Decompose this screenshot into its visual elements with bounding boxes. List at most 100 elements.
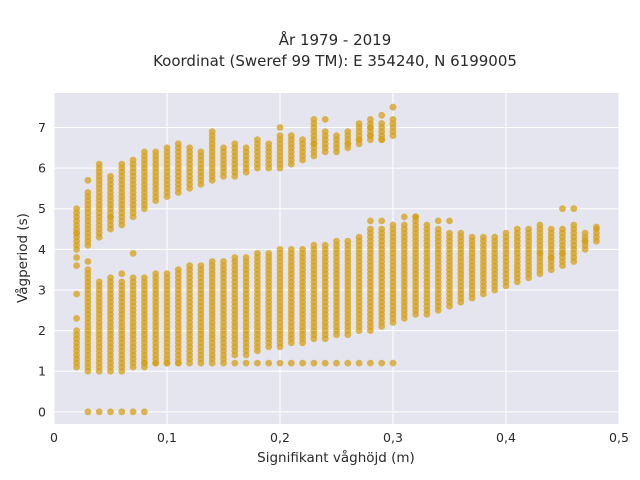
- lower-band-point: [355, 233, 363, 241]
- period-1.2-point: [265, 359, 273, 367]
- upper-band-point: [344, 128, 352, 136]
- upper-band-point: [141, 148, 148, 156]
- upper-band-point: [299, 136, 306, 144]
- lower-band-point: [502, 229, 510, 237]
- outlier-point: [581, 237, 589, 245]
- upper-band-point: [107, 172, 114, 180]
- outlier-point: [73, 262, 80, 269]
- upper-band-point: [333, 132, 340, 140]
- lower-band-point: [321, 241, 329, 249]
- upper-band-point: [186, 144, 194, 152]
- upper-band-point: [174, 140, 182, 148]
- lower-band-point: [581, 229, 589, 237]
- y-tick-label: 3: [38, 282, 46, 297]
- period-1.2-point: [174, 359, 182, 367]
- lower-band-point: [559, 225, 566, 233]
- lower-band-point: [570, 221, 578, 229]
- lower-band-point: [310, 241, 318, 249]
- lower-band-point: [287, 246, 295, 253]
- x-tick-label: 0,3: [383, 430, 403, 445]
- data-points: [73, 103, 600, 416]
- upper-band-point: [73, 205, 80, 213]
- lower-band-point: [107, 274, 114, 282]
- period-1.2-point: [333, 359, 340, 367]
- upper-band-point: [197, 148, 205, 156]
- lower-band-point: [242, 254, 250, 261]
- zero-period-point: [129, 408, 137, 416]
- lower-band-point: [129, 274, 137, 282]
- outlier-point: [389, 103, 397, 111]
- upper-band-point: [242, 144, 250, 152]
- lower-band-point: [423, 221, 431, 229]
- period-1.2-point: [254, 359, 261, 367]
- x-tick-label: 0,2: [270, 430, 290, 445]
- period-1.2-point: [378, 359, 386, 367]
- x-tick-label: 0: [50, 430, 58, 445]
- lower-band-point: [208, 258, 216, 265]
- lower-band-point: [141, 274, 148, 282]
- outlier-point: [367, 124, 374, 131]
- outlier-point: [208, 128, 216, 136]
- upper-band-point: [276, 132, 284, 140]
- outlier-point: [118, 221, 126, 229]
- outlier-point: [107, 213, 114, 221]
- upper-band-point: [84, 189, 92, 196]
- upper-band-point: [355, 120, 363, 127]
- upper-band-point: [367, 116, 374, 123]
- period-1.2-point: [163, 359, 171, 367]
- period-1.2-point: [276, 359, 284, 367]
- lower-band-point: [276, 246, 284, 253]
- period-1.2-point: [355, 359, 363, 367]
- upper-band-point: [389, 116, 397, 123]
- x-axis-title: Signifikant våghöjd (m): [257, 449, 415, 466]
- period-1.2-point: [152, 359, 160, 367]
- y-tick-label: 1: [38, 364, 46, 379]
- chart-title-line-2: Koordinat (Sweref 99 TM): E 354240, N 61…: [153, 52, 517, 70]
- zero-period-point: [84, 408, 92, 416]
- lower-band-point: [389, 221, 397, 229]
- lower-band-point: [333, 237, 340, 245]
- outlier-point: [412, 213, 419, 221]
- upper-band-point: [321, 128, 329, 136]
- upper-band-point: [287, 132, 295, 140]
- lower-band-point: [152, 270, 160, 278]
- period-1.2-point: [197, 359, 205, 367]
- lower-band-point: [468, 233, 476, 241]
- lower-band-point: [491, 233, 499, 241]
- outlier-point: [536, 250, 544, 257]
- upper-band-point: [378, 120, 386, 127]
- lower-band-point: [480, 233, 487, 241]
- outlier-point: [378, 136, 386, 144]
- outlier-point: [400, 213, 408, 221]
- upper-band-point: [95, 160, 103, 168]
- upper-band-point: [265, 140, 273, 148]
- outlier-point: [378, 217, 386, 225]
- outlier-point: [570, 205, 578, 213]
- x-axis-ticks: 0 0,1 0,2 0,3 0,4 0,5: [50, 430, 629, 445]
- outlier-point: [276, 124, 284, 131]
- upper-band-point: [220, 144, 227, 152]
- upper-band-point: [118, 160, 126, 168]
- outlier-point: [446, 217, 453, 225]
- lower-band-point: [525, 225, 532, 233]
- upper-band-point: [231, 140, 239, 148]
- lower-band-point: [378, 225, 386, 233]
- y-axis-ticks: 0 1 2 3 4 5 6 7: [38, 120, 46, 419]
- lower-band-point: [174, 266, 182, 274]
- zero-period-point: [95, 408, 103, 416]
- outlier-point: [73, 290, 80, 298]
- period-1.2-point: [310, 359, 318, 367]
- outlier-point: [547, 254, 555, 261]
- lower-band-point: [231, 254, 239, 261]
- lower-band-point: [186, 262, 194, 269]
- lower-band-point: [73, 327, 80, 334]
- upper-band-point: [152, 148, 160, 156]
- lower-band-point: [84, 266, 92, 274]
- period-1.2-point: [186, 359, 194, 367]
- period-1.2-point: [208, 359, 216, 367]
- outlier-point: [367, 132, 374, 140]
- lower-band-point: [95, 278, 103, 286]
- upper-band-point: [129, 156, 137, 164]
